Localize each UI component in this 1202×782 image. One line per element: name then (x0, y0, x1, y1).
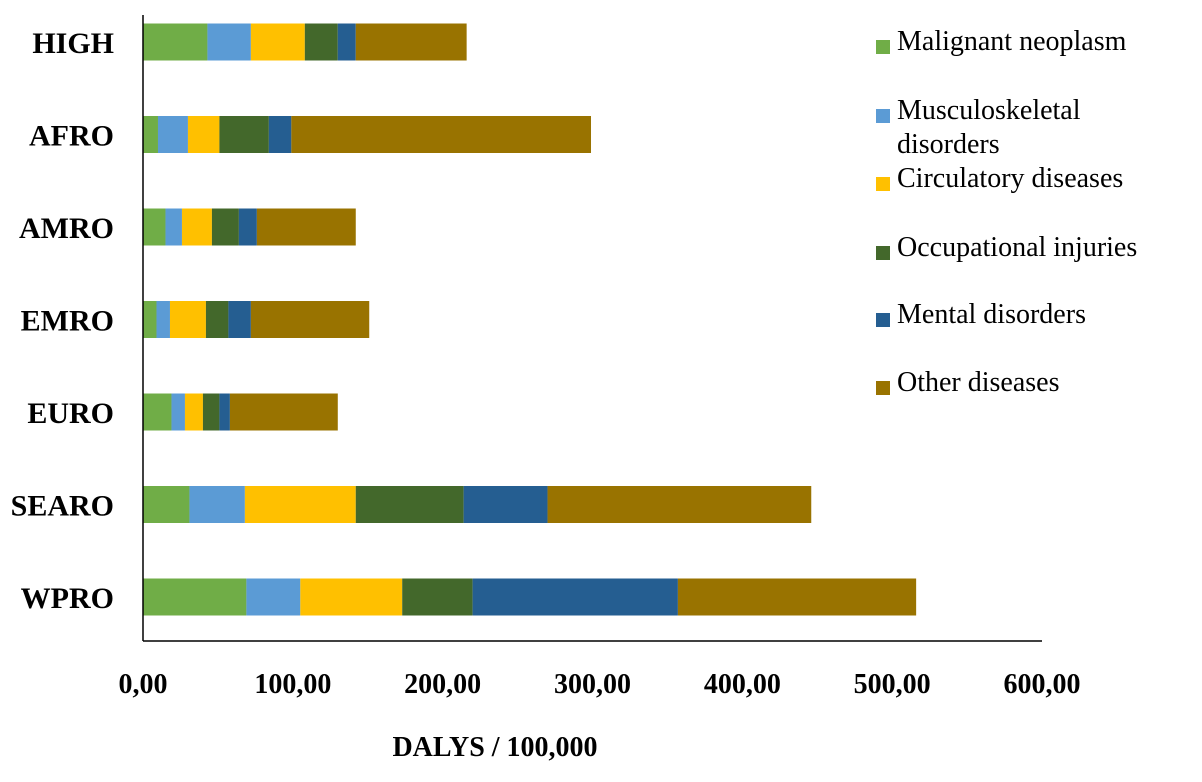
bar-emro-musculoskeletal-disorders (156, 301, 170, 338)
legend-swatch (876, 109, 890, 123)
legend-swatch (876, 177, 890, 191)
bar-wpro-circulatory-diseases (300, 578, 403, 616)
bar-afro-musculoskeletal-disorders (157, 116, 188, 153)
bar-amro-musculoskeletal-disorders (165, 208, 182, 246)
category-label-wpro: WPRO (21, 582, 114, 615)
x-tick-labels: 0,00 100,00 200,00 300,00 400,00 500,00 600,00 (119, 669, 1081, 700)
legend-label: Malignant neoplasm (897, 26, 1127, 57)
bar-amro-mental-disorders (238, 208, 257, 246)
bar-high-circulatory-diseases (250, 23, 305, 61)
legend-swatch (876, 40, 890, 54)
bar-high-occupational-injuries (304, 23, 338, 61)
bar-afro-mental-disorders (268, 116, 292, 153)
bar-wpro-malignant-neoplasm (143, 578, 247, 616)
legend-label: Occupational injuries (897, 232, 1137, 263)
bar-searo-musculoskeletal-disorders (189, 486, 245, 523)
legend: Malignant neoplasm Musculoskeletal disorde… (876, 26, 1137, 398)
category-label-afro: AFRO (29, 120, 114, 153)
x-tick-label: 100,00 (254, 669, 331, 700)
bar-afro-occupational-injuries (219, 116, 269, 153)
legend-label: Other diseases (897, 367, 1060, 398)
legend-swatch (876, 381, 890, 395)
legend-label: Musculoskeletal disorders (897, 95, 1081, 160)
axes-layer (142, 15, 1042, 642)
bar-wpro-mental-disorders (472, 578, 678, 616)
bar-high-musculoskeletal-disorders (207, 23, 251, 61)
bar-amro-other-diseases (256, 208, 356, 246)
x-tick-label: 0,00 (119, 669, 168, 700)
bar-searo-other-diseases (547, 486, 812, 523)
bar-euro-circulatory-diseases (184, 393, 203, 431)
x-tick-label: 500,00 (854, 669, 931, 700)
bar-high-mental-disorders (337, 23, 356, 61)
category-label-amro: AMRO (19, 212, 114, 245)
bar-wpro-occupational-injuries (402, 578, 473, 616)
category-label-euro: EURO (27, 397, 114, 430)
category-labels: HIGH AFRO AMRO EMRO EURO SEARO WPRO (11, 27, 114, 615)
x-tick-label: 200,00 (404, 669, 481, 700)
bar-afro-circulatory-diseases (187, 116, 220, 153)
x-tick-label: 600,00 (1004, 669, 1081, 700)
legend-label: Mental disorders (897, 299, 1086, 330)
bar-euro-occupational-injuries (202, 393, 220, 431)
bar-emro-malignant-neoplasm (143, 301, 157, 338)
bar-searo-malignant-neoplasm (143, 486, 190, 523)
bar-amro-malignant-neoplasm (143, 208, 166, 246)
legend-swatch (876, 246, 890, 260)
bar-emro-mental-disorders (228, 301, 251, 338)
legend-swatch (876, 313, 890, 327)
bar-high-other-diseases (355, 23, 467, 61)
category-label-searo: SEARO (11, 490, 114, 523)
bar-emro-other-diseases (250, 301, 370, 338)
bar-emro-occupational-injuries (205, 301, 229, 338)
bar-euro-musculoskeletal-disorders (171, 393, 185, 431)
bar-searo-occupational-injuries (355, 486, 464, 523)
bar-searo-circulatory-diseases (244, 486, 356, 523)
x-axis-title: DALYS / 100,000 (392, 732, 597, 763)
bar-euro-malignant-neoplasm (143, 393, 172, 431)
bar-euro-other-diseases (229, 393, 338, 431)
bars-layer (143, 23, 917, 616)
bar-afro-other-diseases (291, 116, 592, 153)
bar-wpro-musculoskeletal-disorders (246, 578, 301, 616)
x-tick-label: 400,00 (704, 669, 781, 700)
category-label-high: HIGH (32, 27, 114, 60)
x-tick-label: 300,00 (554, 669, 631, 700)
bar-amro-circulatory-diseases (181, 208, 212, 246)
bar-wpro-other-diseases (677, 578, 917, 616)
legend-label: Circulatory diseases (897, 163, 1123, 194)
bar-searo-mental-disorders (463, 486, 548, 523)
bar-afro-malignant-neoplasm (143, 116, 158, 153)
bar-amro-occupational-injuries (211, 208, 239, 246)
category-label-emro: EMRO (21, 305, 114, 338)
bar-high-malignant-neoplasm (143, 23, 208, 61)
bar-emro-circulatory-diseases (169, 301, 206, 338)
bar-euro-mental-disorders (219, 393, 230, 431)
